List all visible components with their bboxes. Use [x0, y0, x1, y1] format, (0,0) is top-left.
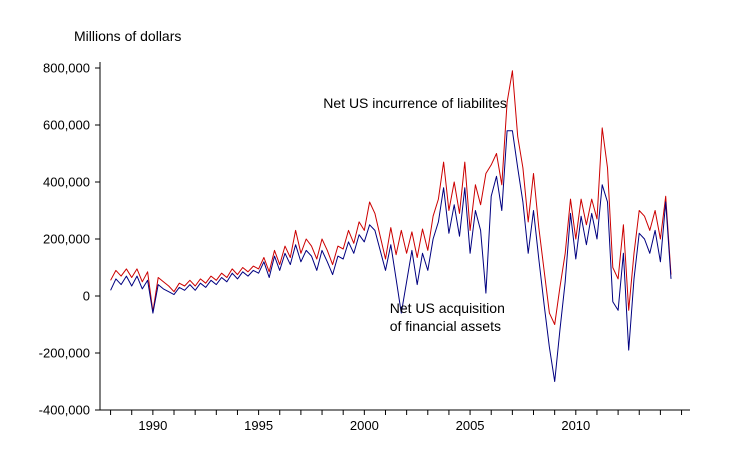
y-tick-label: -200,000 — [39, 346, 90, 361]
y-tick-label: 0 — [83, 289, 90, 304]
y-tick-label: 600,000 — [43, 118, 90, 133]
series-line-0 — [110, 70, 672, 325]
x-tick-label: 2000 — [350, 418, 379, 433]
x-tick-label: 1995 — [244, 418, 273, 433]
y-tick-label: 800,000 — [43, 61, 90, 76]
y-tick-label: 200,000 — [43, 232, 90, 247]
y-tick-label: 400,000 — [43, 175, 90, 190]
series-annotation-1: Net US acquisition of financial assets — [390, 300, 505, 334]
y-tick-label: -400,000 — [39, 403, 90, 418]
y-axis-units-label: Millions of dollars — [74, 28, 182, 44]
x-tick-label: 2005 — [456, 418, 485, 433]
x-tick-label: 2010 — [561, 418, 590, 433]
x-tick-label: 1990 — [138, 418, 167, 433]
series-annotation-0: Net US incurrence of liabilites — [323, 95, 507, 111]
series-line-1 — [110, 130, 672, 382]
